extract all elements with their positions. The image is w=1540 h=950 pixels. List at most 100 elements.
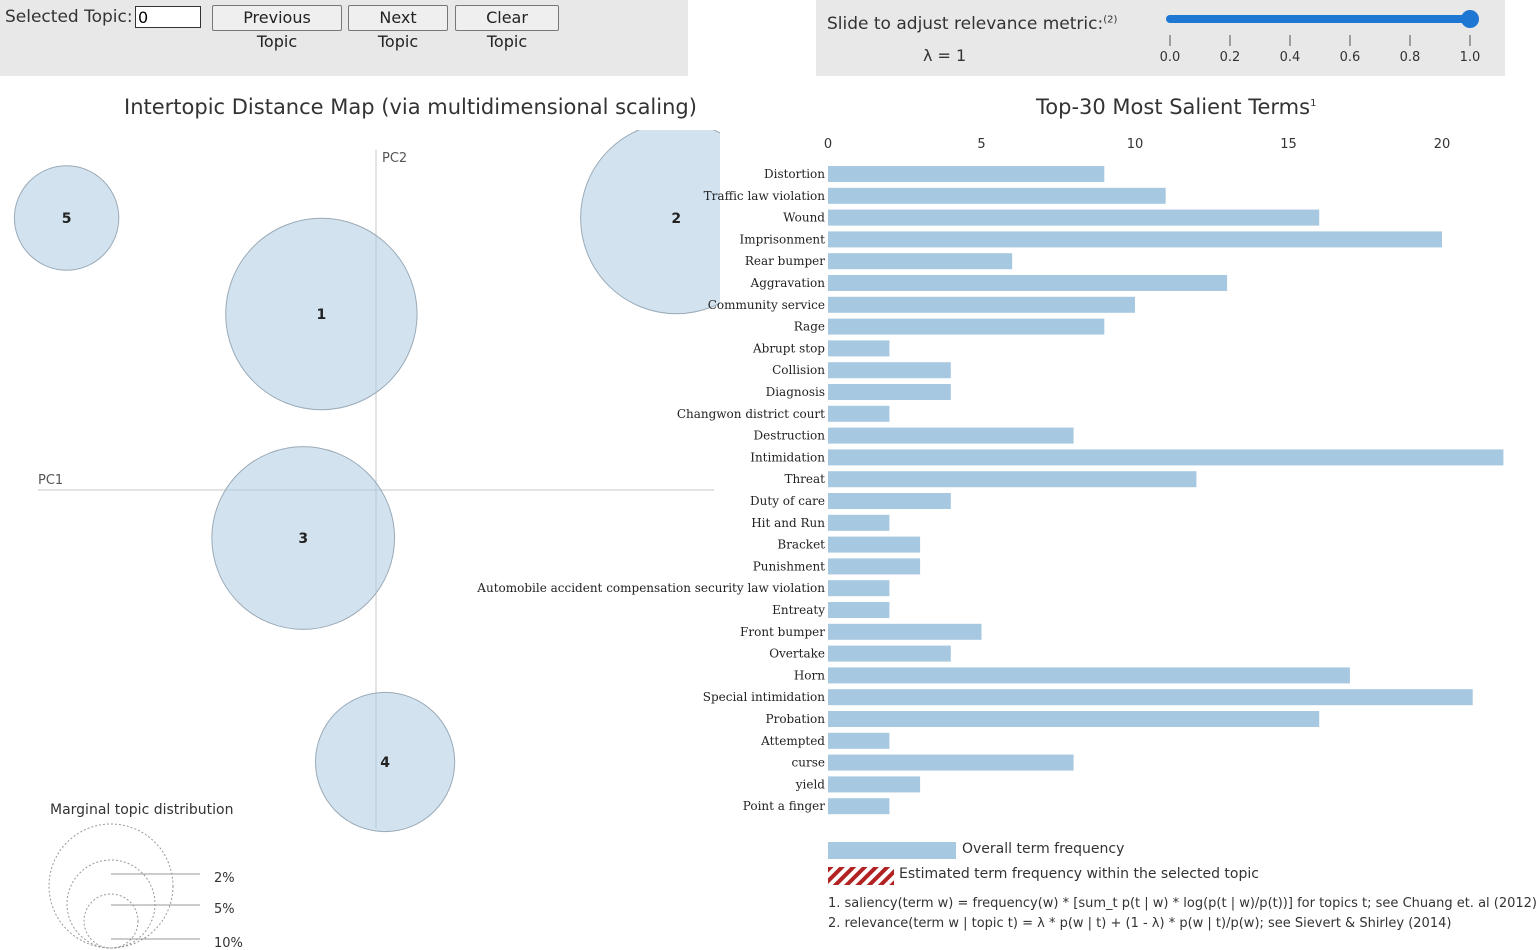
bar-2[interactable] bbox=[828, 209, 1320, 226]
bar-10[interactable] bbox=[828, 384, 951, 400]
x-tick-label: 10 bbox=[1127, 137, 1144, 152]
term-label[interactable]: Hit and Run bbox=[751, 516, 825, 530]
x-tick-label: 0 bbox=[824, 137, 832, 152]
topic-bubble-3[interactable] bbox=[211, 446, 396, 630]
bar-17[interactable] bbox=[828, 536, 921, 553]
marginal-distribution-title: Marginal topic distribution bbox=[50, 802, 234, 818]
topic-label-4: 4 bbox=[380, 755, 390, 771]
bar-6[interactable] bbox=[828, 296, 1135, 313]
marginal-circle bbox=[83, 893, 139, 949]
topic-bubble-2[interactable] bbox=[580, 130, 720, 315]
salient-terms-title: Top-30 Most Salient Terms1 bbox=[1036, 95, 1316, 119]
term-label[interactable]: Bracket bbox=[777, 538, 825, 552]
clear-topic-button[interactable]: Clear Topic bbox=[455, 5, 559, 51]
bar-20[interactable] bbox=[828, 602, 890, 618]
term-label[interactable]: Horn bbox=[794, 668, 825, 682]
topic-control-panel: Selected Topic: Previous Topic Next Topi… bbox=[0, 0, 688, 76]
term-label[interactable]: Collision bbox=[772, 363, 825, 377]
bar-11[interactable] bbox=[828, 405, 890, 422]
bar-7[interactable] bbox=[828, 318, 1105, 335]
marginal-label: 2% bbox=[214, 871, 235, 886]
topic-label-1: 1 bbox=[317, 307, 327, 323]
term-label[interactable]: Attempted bbox=[760, 734, 825, 748]
bar-9[interactable] bbox=[828, 362, 951, 379]
topic-label-5: 5 bbox=[62, 211, 72, 227]
term-label[interactable]: Rage bbox=[794, 320, 825, 334]
bar-3[interactable] bbox=[828, 231, 1442, 248]
bar-12[interactable] bbox=[828, 427, 1074, 444]
term-label[interactable]: Traffic law violation bbox=[704, 189, 826, 203]
bar-22[interactable] bbox=[828, 645, 951, 662]
term-label[interactable]: Automobile accident compensation securit… bbox=[476, 581, 825, 595]
relevance-label-text: Slide to adjust relevance metric: bbox=[827, 14, 1104, 34]
intertopic-distance-map: PC1 PC2 1 2 3 4 5 bbox=[13, 130, 720, 833]
slider-tick-label: 0.0 bbox=[1160, 50, 1181, 65]
term-label[interactable]: Probation bbox=[766, 712, 826, 726]
term-label[interactable]: Front bumper bbox=[740, 625, 825, 639]
bar-23[interactable] bbox=[828, 667, 1350, 684]
bar-27[interactable] bbox=[828, 754, 1074, 771]
x-tick-label: 20 bbox=[1434, 137, 1451, 152]
term-label[interactable]: Wound bbox=[783, 211, 825, 225]
term-label[interactable]: Imprisonment bbox=[739, 232, 825, 246]
topic-label-3: 3 bbox=[298, 531, 308, 547]
topic-bubble-1[interactable] bbox=[225, 217, 418, 411]
bar-29[interactable] bbox=[828, 798, 890, 815]
x-tick-label: 15 bbox=[1280, 137, 1297, 152]
legend-estimated-label: Estimated term frequency within the sele… bbox=[899, 866, 1259, 882]
topic-bubble-5[interactable] bbox=[13, 165, 120, 271]
previous-topic-button[interactable]: Previous Topic bbox=[212, 5, 342, 51]
term-label[interactable]: Rear bumper bbox=[745, 254, 825, 268]
marginal-label: 5% bbox=[214, 902, 235, 917]
bar-26[interactable] bbox=[828, 732, 890, 749]
term-label[interactable]: Aggravation bbox=[750, 276, 826, 290]
selected-topic-input[interactable] bbox=[135, 6, 201, 28]
term-label[interactable]: Special intimidation bbox=[703, 690, 826, 704]
bar-8[interactable] bbox=[828, 340, 890, 357]
bar-19[interactable] bbox=[828, 580, 890, 597]
term-label[interactable]: Threat bbox=[784, 472, 825, 486]
marginal-label: 10% bbox=[214, 936, 243, 950]
topic-label-2: 2 bbox=[671, 211, 681, 227]
relevance-slider[interactable]: 0.0 0.2 0.4 0.6 0.8 1.0 bbox=[816, 0, 1505, 76]
bar-4[interactable] bbox=[828, 253, 1013, 270]
lambda-value: λ = 1 bbox=[923, 46, 967, 65]
bar-15[interactable] bbox=[828, 493, 951, 509]
term-label[interactable]: Entreaty bbox=[772, 603, 825, 617]
intertopic-map-title: Intertopic Distance Map (via multidimens… bbox=[124, 95, 697, 119]
term-label[interactable]: Point a finger bbox=[743, 799, 826, 813]
bar-13[interactable] bbox=[828, 449, 1504, 466]
bar-18[interactable] bbox=[828, 558, 921, 575]
bar-0[interactable] bbox=[828, 166, 1105, 182]
bar-1[interactable] bbox=[828, 187, 1166, 204]
bar-16[interactable] bbox=[828, 514, 890, 531]
term-label[interactable]: curse bbox=[792, 756, 825, 770]
term-label[interactable]: Diagnosis bbox=[766, 385, 825, 399]
relevance-slider-panel: Slide to adjust relevance metric:(2) λ =… bbox=[816, 0, 1505, 76]
pc1-axis-label: PC1 bbox=[38, 473, 63, 488]
bar-5[interactable] bbox=[828, 275, 1228, 291]
topic-bubble-4[interactable] bbox=[315, 691, 456, 833]
relevance-label-footnote: (2) bbox=[1103, 14, 1118, 26]
term-label[interactable]: yield bbox=[795, 777, 826, 791]
term-label[interactable]: Punishment bbox=[753, 559, 825, 573]
marginal-circle bbox=[66, 859, 156, 949]
slider-handle[interactable] bbox=[1461, 10, 1479, 28]
term-label[interactable]: Abrupt stop bbox=[752, 341, 825, 355]
term-label[interactable]: Overtake bbox=[769, 647, 825, 661]
bar-24[interactable] bbox=[828, 689, 1473, 706]
bar-25[interactable] bbox=[828, 711, 1320, 727]
bar-14[interactable] bbox=[828, 471, 1197, 488]
relevance-footnote: 2. relevance(term w | topic t) = λ * p(w… bbox=[828, 916, 1452, 931]
bar-21[interactable] bbox=[828, 623, 982, 640]
bar-28[interactable] bbox=[828, 776, 921, 793]
legend-overall-label: Overall term frequency bbox=[962, 841, 1125, 857]
term-label[interactable]: Intimidation bbox=[750, 450, 825, 464]
term-label[interactable]: Community service bbox=[708, 298, 825, 312]
next-topic-button[interactable]: Next Topic bbox=[348, 5, 448, 51]
term-label[interactable]: Distortion bbox=[764, 167, 825, 181]
slider-tick-label: 0.6 bbox=[1340, 50, 1361, 65]
term-label[interactable]: Destruction bbox=[753, 429, 825, 443]
term-label[interactable]: Changwon district court bbox=[677, 407, 825, 421]
term-label[interactable]: Duty of care bbox=[750, 494, 825, 508]
